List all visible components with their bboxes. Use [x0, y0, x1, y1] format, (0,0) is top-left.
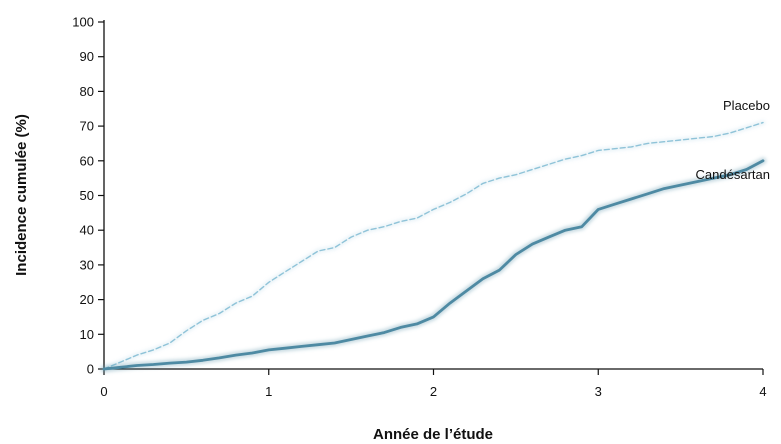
x-tick-label: 2 [430, 384, 437, 399]
y-tick-label: 50 [80, 188, 94, 203]
y-axis-title: Incidence cumulée (%) [13, 114, 30, 276]
y-tick-label: 80 [80, 84, 94, 99]
series-line-placebo [103, 121, 764, 370]
series-line-candesartan [102, 159, 765, 371]
series-label-candesartan: Candésartan [696, 167, 770, 182]
y-tick-label: 40 [80, 223, 94, 238]
y-tick-label: 0 [87, 362, 94, 377]
y-tick-label: 30 [80, 257, 94, 272]
x-tick-label: 1 [265, 384, 272, 399]
y-tick-label: 100 [72, 15, 94, 30]
x-tick-label: 4 [759, 384, 766, 399]
y-tick-label: 10 [80, 327, 94, 342]
y-tick-label: 60 [80, 153, 94, 168]
series-halo-placebo [101, 120, 766, 372]
y-tick-label: 20 [80, 292, 94, 307]
x-tick-label: 0 [100, 384, 107, 399]
x-tick-label: 3 [595, 384, 602, 399]
y-tick-label: 90 [80, 49, 94, 64]
y-tick-label: 70 [80, 119, 94, 134]
series-layer [100, 120, 767, 373]
series-label-placebo: Placebo [723, 98, 770, 113]
axes: 0 10 20 30 40 50 60 70 80 90 100 0 1 2 3 4 [72, 15, 766, 400]
x-axis-title: Année de l’étude [373, 426, 493, 443]
series-halo-candesartan [100, 157, 767, 373]
